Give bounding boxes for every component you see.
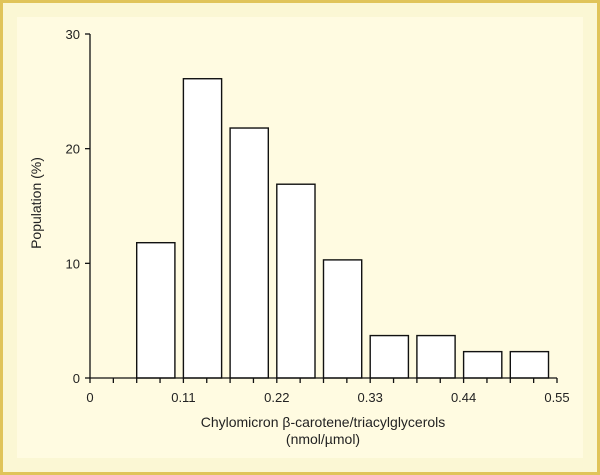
- x-tick-label-0.11: 0.11: [171, 390, 195, 405]
- y-tick-label-10: 10: [66, 256, 80, 271]
- x-tick-label-0.22: 0.22: [264, 390, 289, 405]
- histogram-bar-6: [369, 334, 410, 379]
- y-tick-label-20: 20: [66, 142, 80, 157]
- histogram-bar-1: [135, 241, 176, 379]
- histogram-bar-5: [322, 259, 363, 379]
- x-tick-label-0.44: 0.44: [451, 390, 476, 405]
- axes-group: 0 10 20 30 0 0.11 0.22 0.33 0.44 0.55: [66, 27, 570, 405]
- x-tick-label-0: 0: [86, 390, 93, 405]
- y-axis-label: Population (%): [28, 157, 44, 249]
- histogram-bar-3: [229, 127, 270, 379]
- bars-group: [135, 78, 550, 379]
- labels-group: Chylomicron β-carotene/triacylglycerols …: [28, 157, 445, 447]
- y-tick-label-30: 30: [66, 27, 80, 42]
- histogram-bar-7: [416, 334, 456, 379]
- x-axis-label-line2: (nmol/µmol): [286, 431, 360, 447]
- x-tick-label-0.33: 0.33: [358, 390, 383, 405]
- histogram-bar-2: [182, 78, 223, 379]
- histogram-bar-4: [276, 183, 316, 379]
- x-axis-label-line1: Chylomicron β-carotene/triacylglycerols: [201, 414, 446, 430]
- x-tick-label-0.55: 0.55: [544, 390, 569, 405]
- y-tick-label-0: 0: [73, 371, 80, 386]
- histogram-bar-9: [509, 350, 550, 379]
- histogram-bar-8: [462, 350, 503, 379]
- histogram-chart: 0 10 20 30 0 0.11 0.22 0.33 0.44 0.55 Chylomicron…: [28, 27, 570, 447]
